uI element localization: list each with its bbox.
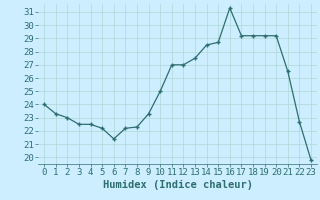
X-axis label: Humidex (Indice chaleur): Humidex (Indice chaleur) [103,180,252,190]
